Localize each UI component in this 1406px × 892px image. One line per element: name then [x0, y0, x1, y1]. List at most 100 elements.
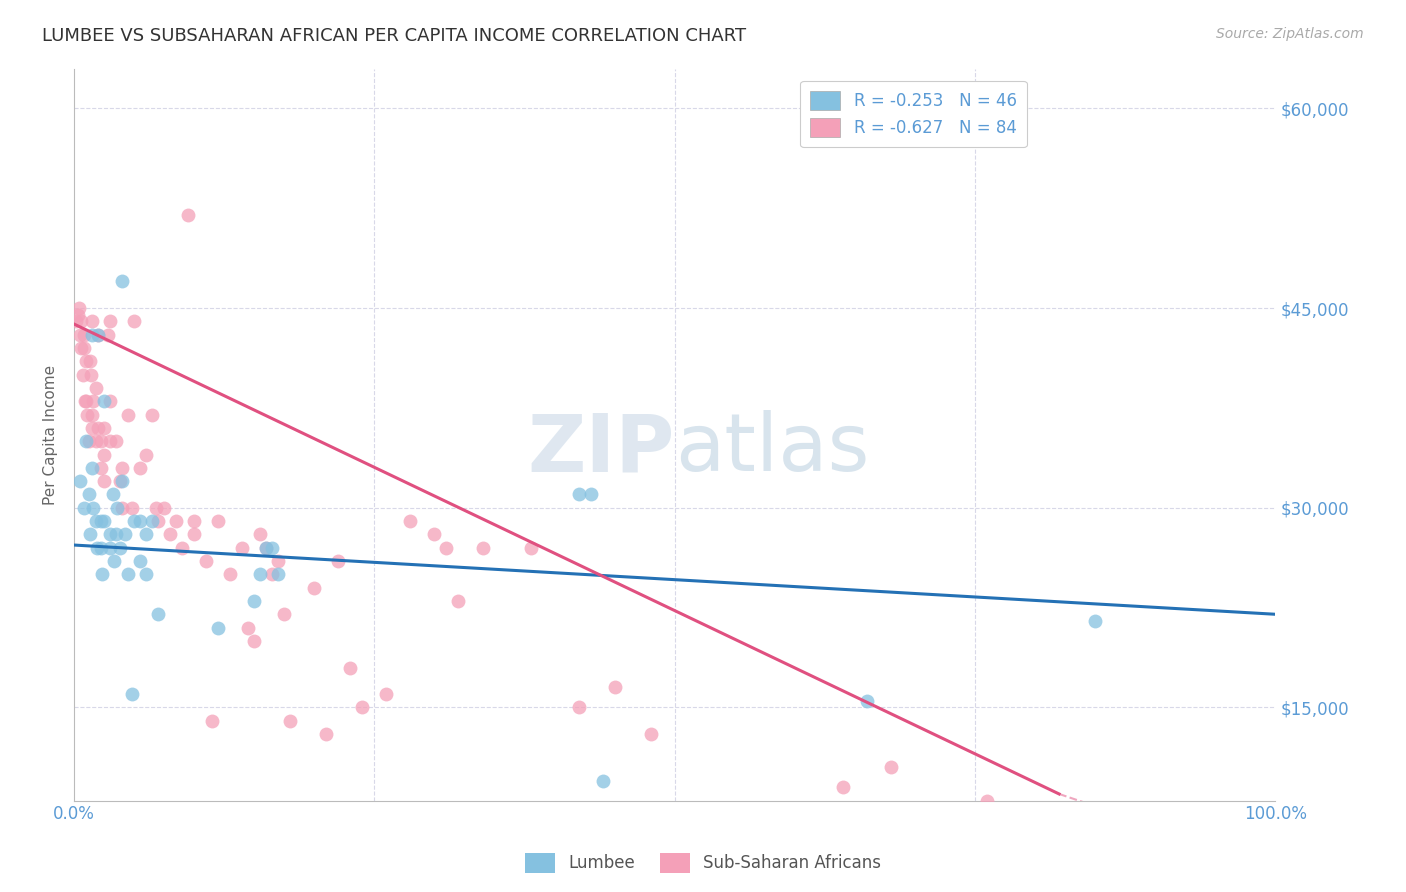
- Point: [82, 460, 104, 475]
- Point: [856, 694, 879, 708]
- Point: [73, 327, 96, 342]
- Point: [111, 500, 134, 515]
- Point: [219, 567, 242, 582]
- Point: [80, 368, 103, 382]
- Point: [77, 434, 100, 449]
- Point: [129, 554, 152, 568]
- Point: [183, 527, 205, 541]
- Point: [108, 541, 131, 555]
- Point: [568, 487, 591, 501]
- Point: [201, 714, 224, 728]
- Point: [135, 527, 157, 541]
- Point: [84, 514, 107, 528]
- Point: [165, 514, 187, 528]
- Point: [82, 327, 104, 342]
- Point: [75, 434, 97, 449]
- Point: [129, 460, 152, 475]
- Point: [89, 514, 111, 528]
- Point: [76, 408, 98, 422]
- Point: [976, 794, 998, 808]
- Point: [65, 314, 87, 328]
- Point: [87, 327, 110, 342]
- Point: [135, 448, 157, 462]
- Point: [69, 327, 91, 342]
- Point: [67, 301, 90, 315]
- Point: [880, 760, 903, 774]
- Point: [82, 408, 104, 422]
- Point: [471, 541, 494, 555]
- Point: [172, 541, 194, 555]
- Point: [98, 314, 121, 328]
- Point: [568, 700, 591, 714]
- Point: [249, 567, 271, 582]
- Point: [111, 474, 134, 488]
- Point: [339, 660, 361, 674]
- Point: [436, 541, 458, 555]
- Point: [79, 354, 101, 368]
- Point: [114, 527, 136, 541]
- Point: [243, 633, 266, 648]
- Point: [231, 541, 253, 555]
- Point: [267, 567, 290, 582]
- Point: [207, 514, 229, 528]
- Point: [73, 341, 96, 355]
- Point: [105, 434, 128, 449]
- Point: [101, 487, 124, 501]
- Point: [84, 381, 107, 395]
- Point: [519, 541, 541, 555]
- Point: [90, 567, 112, 582]
- Point: [77, 487, 100, 501]
- Point: [148, 607, 170, 622]
- Legend: R = -0.253   N = 46, R = -0.627   N = 84: R = -0.253 N = 46, R = -0.627 N = 84: [800, 80, 1026, 147]
- Point: [89, 460, 111, 475]
- Point: [1084, 614, 1107, 628]
- Point: [72, 368, 94, 382]
- Point: [103, 554, 125, 568]
- Point: [93, 448, 115, 462]
- Point: [73, 500, 96, 515]
- Point: [831, 780, 853, 795]
- Point: [122, 514, 145, 528]
- Legend: Lumbee, Sub-Saharan Africans: Lumbee, Sub-Saharan Africans: [519, 847, 887, 880]
- Point: [111, 275, 134, 289]
- Point: [75, 354, 97, 368]
- Point: [70, 314, 93, 328]
- Point: [79, 527, 101, 541]
- Point: [399, 514, 422, 528]
- Point: [603, 681, 626, 695]
- Point: [183, 514, 205, 528]
- Point: [254, 541, 277, 555]
- Text: atlas: atlas: [675, 410, 869, 488]
- Point: [254, 541, 277, 555]
- Point: [89, 541, 111, 555]
- Point: [121, 500, 143, 515]
- Point: [423, 527, 446, 541]
- Point: [129, 514, 152, 528]
- Point: [98, 394, 121, 409]
- Point: [141, 408, 163, 422]
- Point: [66, 308, 89, 322]
- Point: [93, 474, 115, 488]
- Point: [238, 621, 260, 635]
- Text: Source: ZipAtlas.com: Source: ZipAtlas.com: [1216, 27, 1364, 41]
- Point: [93, 514, 115, 528]
- Text: LUMBEE VS SUBSAHARAN AFRICAN PER CAPITA INCOME CORRELATION CHART: LUMBEE VS SUBSAHARAN AFRICAN PER CAPITA …: [42, 27, 747, 45]
- Point: [105, 527, 128, 541]
- Point: [87, 421, 110, 435]
- Point: [579, 487, 602, 501]
- Point: [1047, 833, 1070, 847]
- Point: [141, 514, 163, 528]
- Point: [93, 421, 115, 435]
- Point: [262, 541, 284, 555]
- Point: [243, 594, 266, 608]
- Point: [70, 341, 93, 355]
- Point: [153, 500, 176, 515]
- Point: [117, 408, 139, 422]
- Point: [93, 394, 115, 409]
- Point: [304, 581, 326, 595]
- Point: [75, 394, 97, 409]
- Point: [87, 327, 110, 342]
- Point: [121, 687, 143, 701]
- Text: ZIP: ZIP: [527, 410, 675, 488]
- Point: [640, 727, 662, 741]
